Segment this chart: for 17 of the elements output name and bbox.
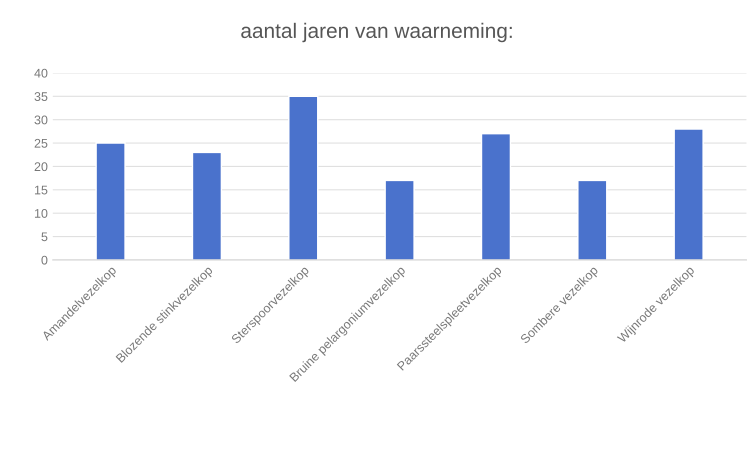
y-tick-label: 15 xyxy=(34,186,48,194)
chart-title: aantal jaren van waarneming: xyxy=(241,22,512,42)
bar xyxy=(95,142,126,260)
bar xyxy=(288,96,318,260)
bar xyxy=(674,128,704,260)
y-tick-label: 35 xyxy=(34,92,48,101)
y-tick-label: 40 xyxy=(34,68,48,78)
y-tick-label: 30 xyxy=(34,116,48,124)
y-tick-label: 5 xyxy=(41,232,48,242)
bar xyxy=(480,133,512,260)
y-tick-label: 25 xyxy=(34,138,48,148)
bar xyxy=(577,180,608,260)
bar xyxy=(192,152,222,260)
y-tick-label: 10 xyxy=(34,208,48,218)
y-tick-label: 20 xyxy=(34,162,48,172)
bar xyxy=(384,180,415,260)
y-tick-label: 0 xyxy=(41,256,48,265)
